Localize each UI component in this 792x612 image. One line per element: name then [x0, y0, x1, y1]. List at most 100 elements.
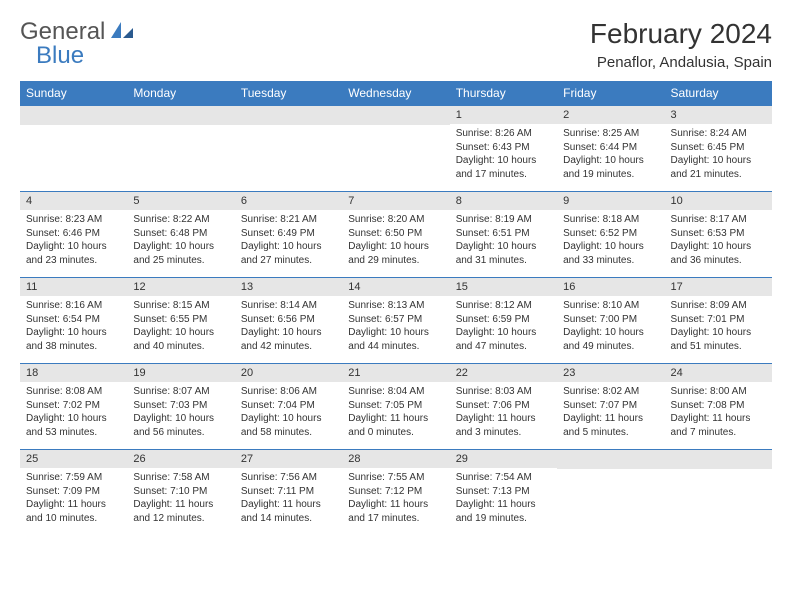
day-d1: Daylight: 11 hours	[133, 498, 228, 512]
week-row: 25Sunrise: 7:59 AMSunset: 7:09 PMDayligh…	[20, 450, 772, 536]
day-sr: Sunrise: 8:15 AM	[133, 299, 228, 313]
day-cell-22: 22Sunrise: 8:03 AMSunset: 7:06 PMDayligh…	[450, 364, 557, 450]
day-cell-7: 7Sunrise: 8:20 AMSunset: 6:50 PMDaylight…	[342, 192, 449, 278]
day-cell-20: 20Sunrise: 8:06 AMSunset: 7:04 PMDayligh…	[235, 364, 342, 450]
day-cell-9: 9Sunrise: 8:18 AMSunset: 6:52 PMDaylight…	[557, 192, 664, 278]
day-of-week-row: SundayMondayTuesdayWednesdayThursdayFrid…	[20, 81, 772, 106]
day-d2: and 21 minutes.	[671, 168, 766, 182]
day-cell-3: 3Sunrise: 8:24 AMSunset: 6:45 PMDaylight…	[665, 106, 772, 192]
day-d2: and 17 minutes.	[456, 168, 551, 182]
day-number: 4	[20, 192, 127, 210]
day-d2: and 10 minutes.	[26, 512, 121, 526]
day-detail: Sunrise: 8:25 AMSunset: 6:44 PMDaylight:…	[557, 124, 664, 185]
day-sr: Sunrise: 8:12 AM	[456, 299, 551, 313]
day-ss: Sunset: 7:01 PM	[671, 313, 766, 327]
day-cell-empty	[342, 106, 449, 192]
day-number: 21	[342, 364, 449, 382]
day-d1: Daylight: 11 hours	[348, 498, 443, 512]
day-cell-25: 25Sunrise: 7:59 AMSunset: 7:09 PMDayligh…	[20, 450, 127, 536]
day-number: 29	[450, 450, 557, 468]
day-cell-empty	[127, 106, 234, 192]
day-ss: Sunset: 7:08 PM	[671, 399, 766, 413]
day-cell-empty	[20, 106, 127, 192]
day-ss: Sunset: 6:54 PM	[26, 313, 121, 327]
day-ss: Sunset: 6:53 PM	[671, 227, 766, 241]
day-d1: Daylight: 11 hours	[241, 498, 336, 512]
day-sr: Sunrise: 8:25 AM	[563, 127, 658, 141]
day-ss: Sunset: 6:52 PM	[563, 227, 658, 241]
day-cell-14: 14Sunrise: 8:13 AMSunset: 6:57 PMDayligh…	[342, 278, 449, 364]
day-cell-10: 10Sunrise: 8:17 AMSunset: 6:53 PMDayligh…	[665, 192, 772, 278]
day-d1: Daylight: 10 hours	[241, 412, 336, 426]
day-d2: and 17 minutes.	[348, 512, 443, 526]
day-detail: Sunrise: 8:22 AMSunset: 6:48 PMDaylight:…	[127, 210, 234, 271]
day-d1: Daylight: 10 hours	[456, 240, 551, 254]
dow-wednesday: Wednesday	[342, 81, 449, 106]
day-number: 25	[20, 450, 127, 468]
title-block: February 2024 Penaflor, Andalusia, Spain	[590, 18, 772, 71]
day-detail: Sunrise: 8:23 AMSunset: 6:46 PMDaylight:…	[20, 210, 127, 271]
day-d1: Daylight: 10 hours	[456, 326, 551, 340]
day-cell-4: 4Sunrise: 8:23 AMSunset: 6:46 PMDaylight…	[20, 192, 127, 278]
day-detail: Sunrise: 8:04 AMSunset: 7:05 PMDaylight:…	[342, 382, 449, 443]
day-ss: Sunset: 7:02 PM	[26, 399, 121, 413]
day-sr: Sunrise: 8:20 AM	[348, 213, 443, 227]
day-d1: Daylight: 10 hours	[671, 154, 766, 168]
day-number: 3	[665, 106, 772, 124]
day-cell-6: 6Sunrise: 8:21 AMSunset: 6:49 PMDaylight…	[235, 192, 342, 278]
dow-sunday: Sunday	[20, 81, 127, 106]
day-sr: Sunrise: 8:09 AM	[671, 299, 766, 313]
dow-saturday: Saturday	[665, 81, 772, 106]
day-cell-26: 26Sunrise: 7:58 AMSunset: 7:10 PMDayligh…	[127, 450, 234, 536]
month-title: February 2024	[590, 18, 772, 50]
day-d2: and 19 minutes.	[456, 512, 551, 526]
day-cell-29: 29Sunrise: 7:54 AMSunset: 7:13 PMDayligh…	[450, 450, 557, 536]
empty-day-bar	[235, 106, 342, 125]
day-d2: and 27 minutes.	[241, 254, 336, 268]
day-detail: Sunrise: 8:06 AMSunset: 7:04 PMDaylight:…	[235, 382, 342, 443]
day-ss: Sunset: 6:45 PM	[671, 141, 766, 155]
day-d1: Daylight: 10 hours	[671, 326, 766, 340]
day-detail: Sunrise: 8:02 AMSunset: 7:07 PMDaylight:…	[557, 382, 664, 443]
day-sr: Sunrise: 7:56 AM	[241, 471, 336, 485]
day-d1: Daylight: 11 hours	[563, 412, 658, 426]
day-number: 18	[20, 364, 127, 382]
day-number: 23	[557, 364, 664, 382]
day-number: 7	[342, 192, 449, 210]
day-ss: Sunset: 7:12 PM	[348, 485, 443, 499]
day-d2: and 3 minutes.	[456, 426, 551, 440]
day-ss: Sunset: 6:43 PM	[456, 141, 551, 155]
day-d1: Daylight: 10 hours	[671, 240, 766, 254]
day-d1: Daylight: 11 hours	[456, 412, 551, 426]
day-ss: Sunset: 7:09 PM	[26, 485, 121, 499]
day-number: 10	[665, 192, 772, 210]
day-ss: Sunset: 6:50 PM	[348, 227, 443, 241]
day-ss: Sunset: 6:51 PM	[456, 227, 551, 241]
day-sr: Sunrise: 7:55 AM	[348, 471, 443, 485]
week-row: 18Sunrise: 8:08 AMSunset: 7:02 PMDayligh…	[20, 364, 772, 450]
day-d2: and 42 minutes.	[241, 340, 336, 354]
day-ss: Sunset: 6:57 PM	[348, 313, 443, 327]
empty-day-bar	[20, 106, 127, 125]
day-number: 24	[665, 364, 772, 382]
day-number: 2	[557, 106, 664, 124]
day-detail: Sunrise: 8:14 AMSunset: 6:56 PMDaylight:…	[235, 296, 342, 357]
day-d2: and 25 minutes.	[133, 254, 228, 268]
day-d2: and 56 minutes.	[133, 426, 228, 440]
day-number: 9	[557, 192, 664, 210]
day-d2: and 38 minutes.	[26, 340, 121, 354]
day-d2: and 47 minutes.	[456, 340, 551, 354]
day-d2: and 36 minutes.	[671, 254, 766, 268]
day-cell-15: 15Sunrise: 8:12 AMSunset: 6:59 PMDayligh…	[450, 278, 557, 364]
dow-thursday: Thursday	[450, 81, 557, 106]
day-d2: and 29 minutes.	[348, 254, 443, 268]
day-ss: Sunset: 7:11 PM	[241, 485, 336, 499]
day-sr: Sunrise: 7:54 AM	[456, 471, 551, 485]
logo: General Blue	[20, 18, 135, 46]
day-d1: Daylight: 10 hours	[563, 154, 658, 168]
day-cell-21: 21Sunrise: 8:04 AMSunset: 7:05 PMDayligh…	[342, 364, 449, 450]
day-sr: Sunrise: 8:23 AM	[26, 213, 121, 227]
day-ss: Sunset: 7:00 PM	[563, 313, 658, 327]
day-detail: Sunrise: 8:10 AMSunset: 7:00 PMDaylight:…	[557, 296, 664, 357]
day-sr: Sunrise: 8:00 AM	[671, 385, 766, 399]
